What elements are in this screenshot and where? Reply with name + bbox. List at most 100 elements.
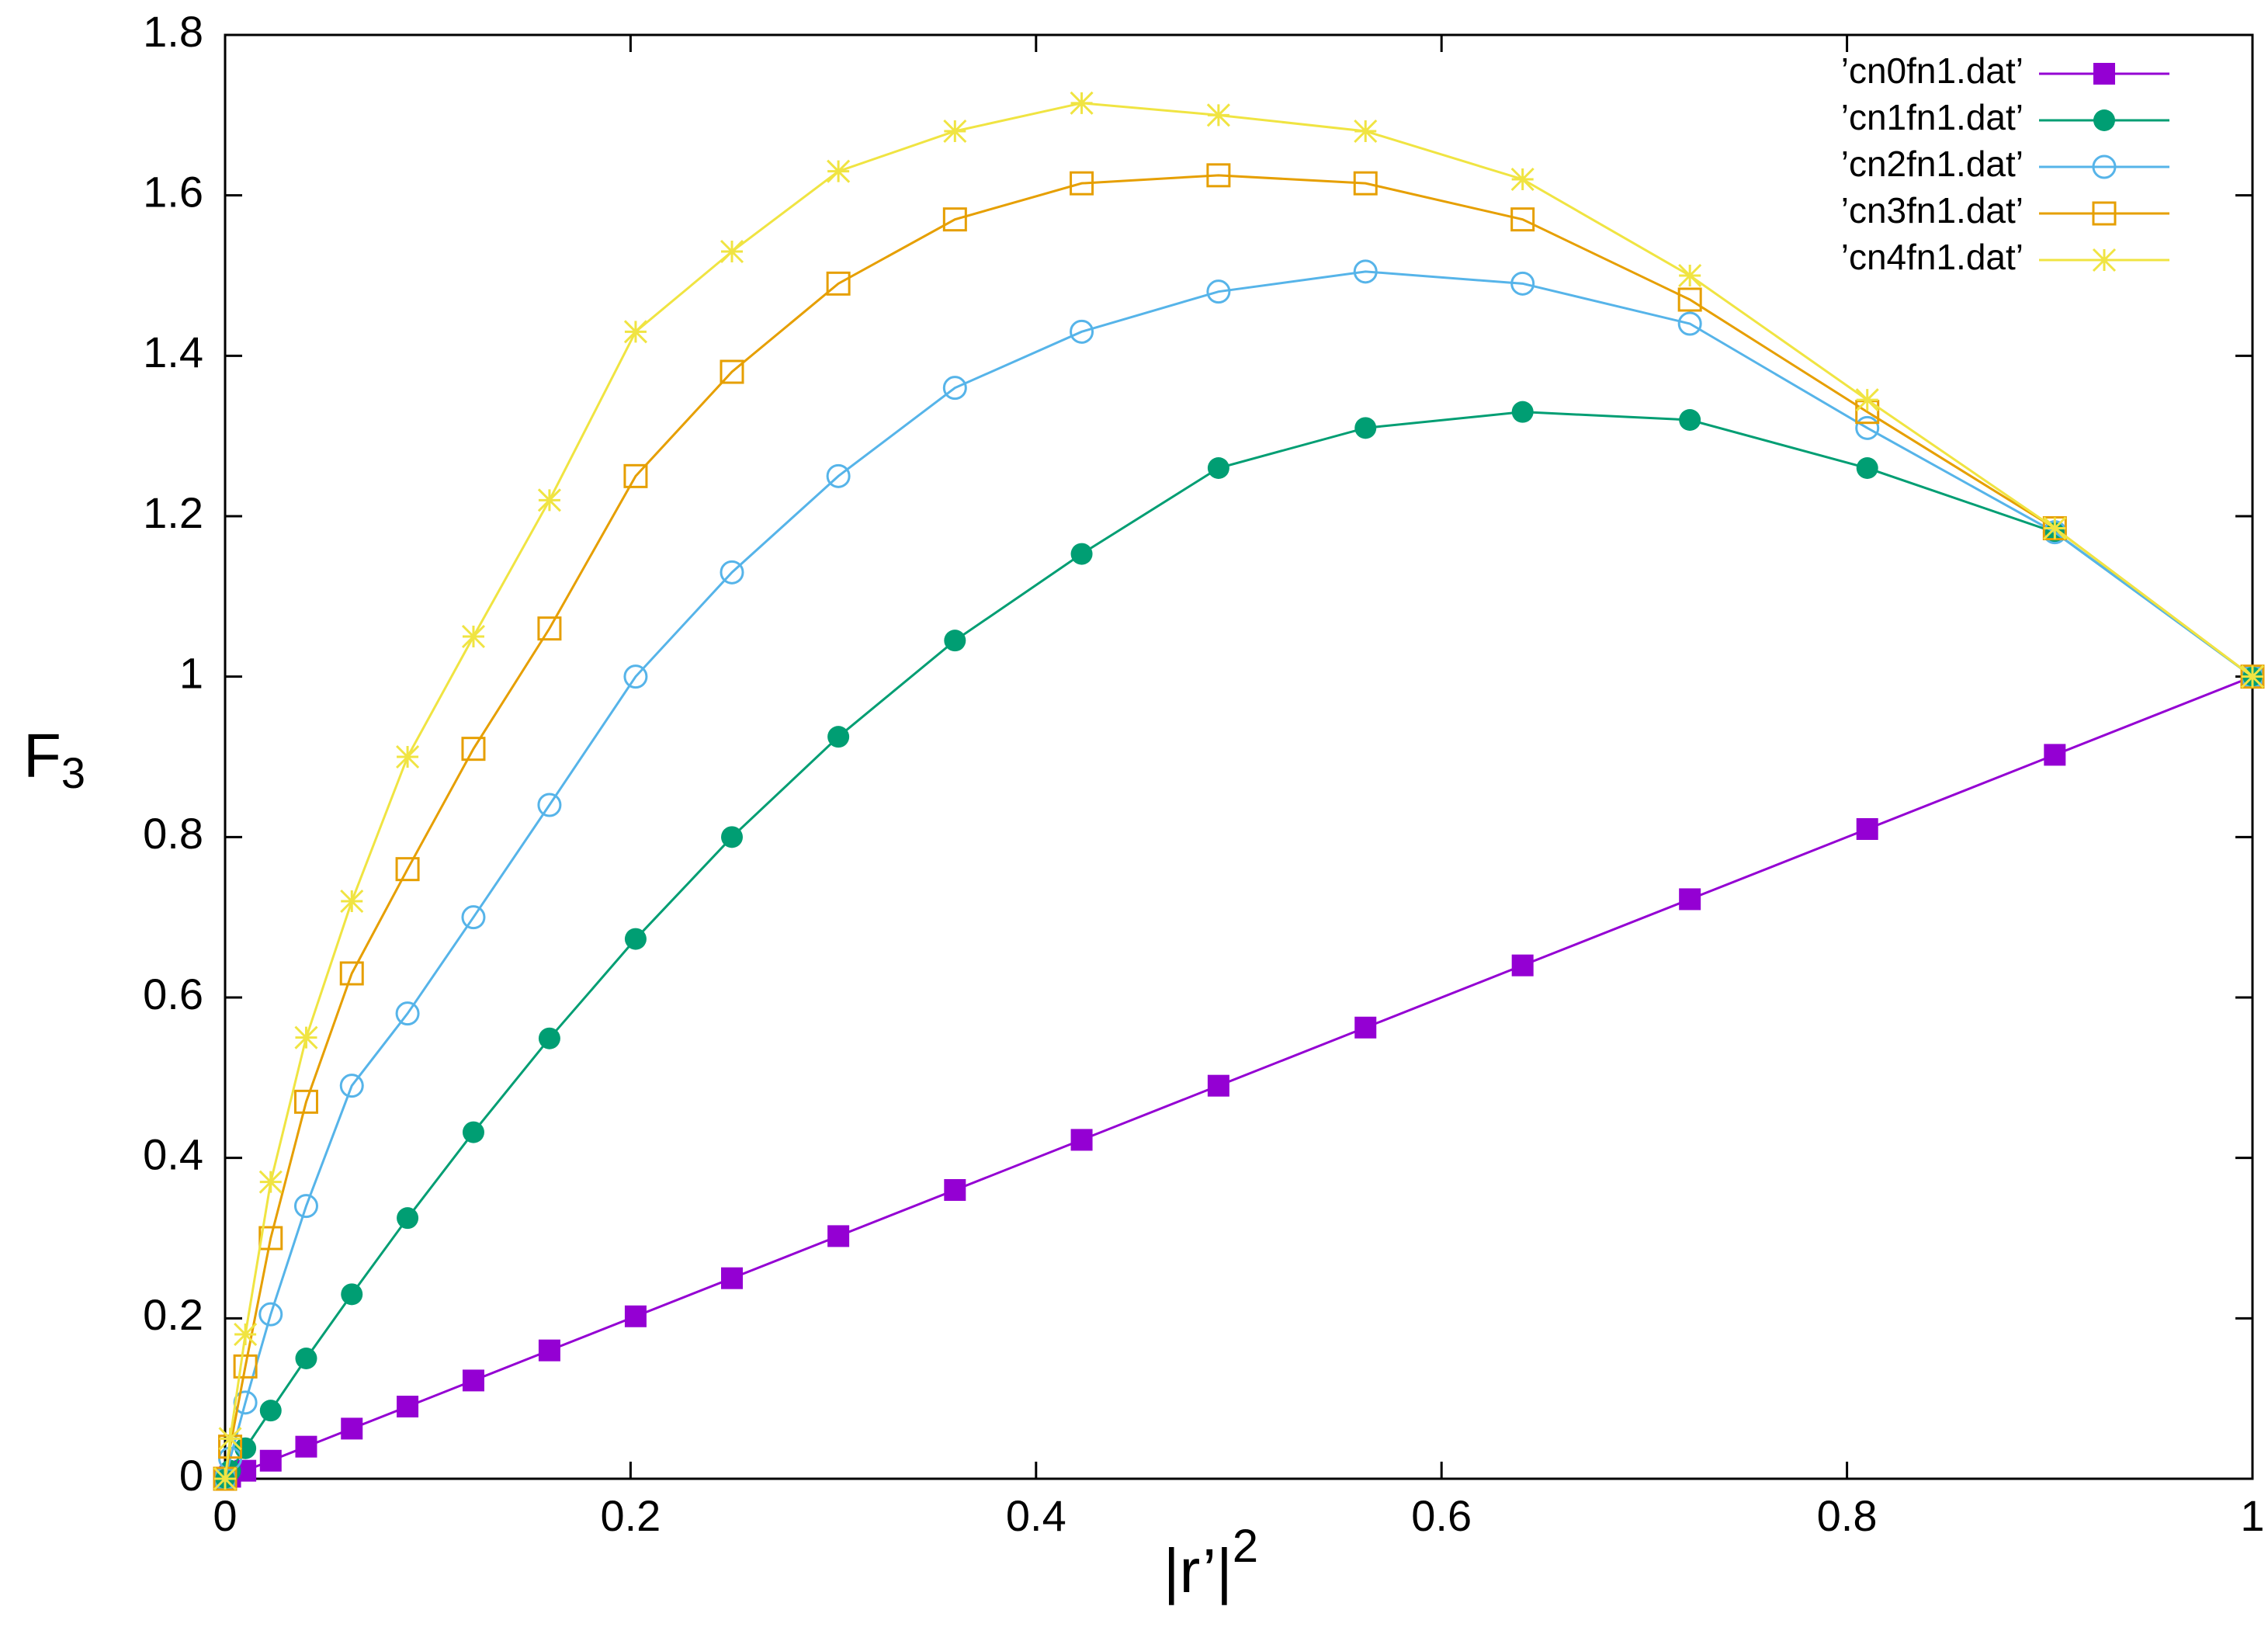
marker [1070,319,1094,344]
y-tick-label: 0 [179,1451,203,1500]
marker [721,826,743,848]
marker [259,1400,282,1422]
series-line [224,270,2253,1480]
marker [339,961,364,986]
series-line [224,102,2253,1480]
marker [1070,1129,1093,1151]
legend-marker [2092,201,2117,226]
marker [461,624,486,649]
marker [942,207,967,232]
marker [538,1339,560,1362]
marker [537,793,562,817]
marker [2043,516,2067,540]
marker [942,376,967,401]
marker [341,1417,363,1440]
marker [397,1207,419,1230]
marker [624,1305,647,1327]
marker [1855,415,1880,440]
marker [213,1466,238,1491]
marker [218,1427,242,1451]
marker [461,737,486,761]
marker [1855,388,1879,412]
y-tick-label: 1.8 [143,7,203,56]
y-tick-label: 1 [179,648,203,697]
marker [294,1025,318,1049]
marker [624,928,647,950]
x-tick-label: 1 [2240,1491,2264,1540]
legend-label: ’cn0fn1.dat’ [1841,50,2024,91]
marker [1677,287,1702,312]
marker [538,1027,560,1049]
marker [258,1226,283,1251]
marker [623,664,648,689]
marker [826,271,851,296]
marker [1070,543,1093,565]
marker [1679,409,1701,431]
legend-marker [2092,248,2117,272]
marker [827,159,851,183]
marker [1856,818,1878,840]
marker [1206,163,1231,188]
marker [1678,263,1702,288]
marker [295,1348,317,1369]
x-tick-label: 0.4 [1006,1491,1066,1540]
marker [537,616,562,641]
marker [623,320,647,344]
marker [720,560,744,585]
marker [233,1354,258,1379]
marker [1207,1074,1229,1097]
marker [1354,417,1377,439]
x-label: |r’| [1163,1536,1233,1605]
x-axis-title: |r’|2 [1163,1520,1258,1605]
legend-marker [2093,109,2115,131]
marker [943,119,967,144]
marker [340,889,364,914]
series-line [224,411,2253,1480]
marker [944,630,966,652]
x-tick-label: 0.6 [1411,1491,1472,1540]
x-tick-label: 0 [213,1491,237,1540]
y-axis-title: F3 [23,721,85,797]
marker [234,1437,257,1459]
y-label-sub: 3 [61,748,85,797]
marker [293,1089,318,1114]
marker [1207,457,1229,479]
marker [1856,457,1878,479]
marker [341,1283,363,1306]
marker [944,1179,966,1201]
y-label: F [23,721,61,790]
marker [1353,171,1378,196]
marker [1354,119,1378,144]
marker [462,1369,484,1392]
marker [395,1001,420,1026]
marker [827,726,850,748]
marker [827,1225,850,1247]
marker [1511,401,1534,423]
marker [1353,259,1378,284]
marker [1354,1016,1377,1039]
marker [234,1322,258,1347]
marker [2044,744,2066,766]
marker [720,359,744,384]
y-tick-label: 1.2 [143,488,203,537]
marker [395,857,420,882]
legend-label: ’cn2fn1.dat’ [1841,144,2024,184]
y-tick-label: 1.4 [143,328,203,376]
marker [721,1267,743,1289]
marker [537,488,561,512]
marker [258,1302,283,1327]
y-tick-label: 1.6 [143,167,203,216]
marker [1679,888,1701,911]
marker [1206,279,1231,304]
marker [720,239,744,264]
marker [1070,91,1094,115]
y-tick-label: 0.6 [143,970,203,1018]
marker [623,463,648,488]
marker [397,1396,419,1417]
x-tick-label: 0.8 [1817,1491,1878,1540]
marker [293,1194,318,1219]
legend-marker [2093,63,2115,85]
marker [339,1074,364,1098]
legend-label: ’cn4fn1.dat’ [1841,237,2024,277]
